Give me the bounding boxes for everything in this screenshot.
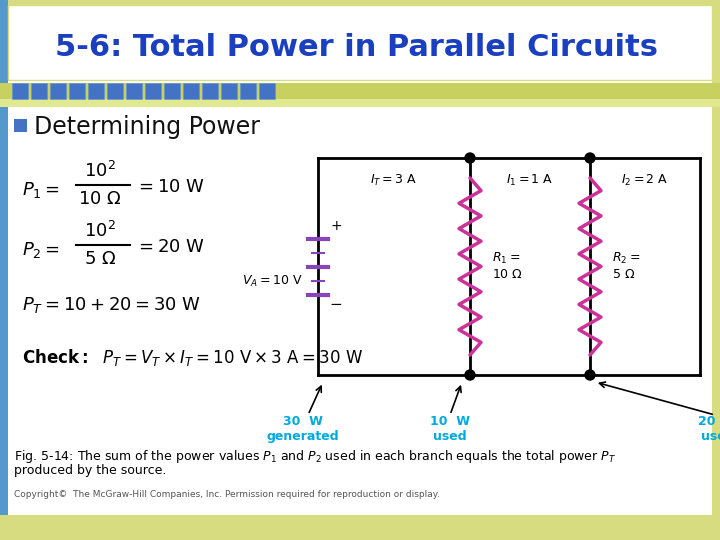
FancyBboxPatch shape [0, 99, 720, 107]
Text: $10^2$: $10^2$ [84, 221, 116, 241]
Text: $R_2 =$: $R_2 =$ [612, 251, 640, 266]
FancyBboxPatch shape [145, 83, 161, 99]
Circle shape [465, 153, 475, 163]
FancyBboxPatch shape [0, 83, 720, 103]
Text: $P_1 =$: $P_1 =$ [22, 180, 60, 200]
Text: $5\ \Omega$: $5\ \Omega$ [84, 250, 116, 268]
Text: Determining Power: Determining Power [34, 115, 260, 139]
FancyBboxPatch shape [126, 83, 142, 99]
Text: $= 10\ \mathrm{W}$: $= 10\ \mathrm{W}$ [135, 178, 205, 196]
Text: $I_T = 3\ \mathrm{A}$: $I_T = 3\ \mathrm{A}$ [370, 172, 418, 187]
FancyBboxPatch shape [50, 83, 66, 99]
FancyBboxPatch shape [259, 83, 275, 99]
Text: $I_2 = 2\ \mathrm{A}$: $I_2 = 2\ \mathrm{A}$ [621, 172, 669, 187]
Text: $P_2 =$: $P_2 =$ [22, 240, 60, 260]
FancyBboxPatch shape [14, 119, 27, 132]
Text: $5\ \Omega$: $5\ \Omega$ [612, 268, 635, 281]
Text: 10  W
used: 10 W used [430, 415, 470, 443]
Text: $10\ \Omega$: $10\ \Omega$ [78, 190, 122, 208]
FancyBboxPatch shape [202, 83, 218, 99]
Text: +: + [330, 219, 342, 233]
Circle shape [585, 370, 595, 380]
FancyBboxPatch shape [12, 83, 28, 99]
Text: $10^2$: $10^2$ [84, 161, 116, 181]
Text: $P_T = 10 + 20 = 30\ \mathrm{W}$: $P_T = 10 + 20 = 30\ \mathrm{W}$ [22, 295, 201, 315]
Text: 30  W
generated: 30 W generated [266, 415, 339, 443]
FancyBboxPatch shape [240, 83, 256, 99]
Text: 20  W
used: 20 W used [698, 415, 720, 443]
Text: $V_A = 10\ \mathrm{V}$: $V_A = 10\ \mathrm{V}$ [243, 274, 303, 289]
Text: 5-6: Total Power in Parallel Circuits: 5-6: Total Power in Parallel Circuits [55, 33, 658, 63]
Circle shape [465, 370, 475, 380]
FancyBboxPatch shape [88, 83, 104, 99]
Text: produced by the source.: produced by the source. [14, 464, 166, 477]
Text: $R_1 =$: $R_1 =$ [492, 251, 521, 266]
Circle shape [585, 153, 595, 163]
Text: −: − [330, 297, 343, 312]
Text: Copyright©  The McGraw-Hill Companies, Inc. Permission required for reproduction: Copyright© The McGraw-Hill Companies, In… [14, 490, 440, 499]
Text: $I_1 = 1\ \mathrm{A}$: $I_1 = 1\ \mathrm{A}$ [506, 172, 554, 187]
FancyBboxPatch shape [164, 83, 180, 99]
FancyBboxPatch shape [8, 5, 712, 535]
FancyBboxPatch shape [221, 83, 237, 99]
Text: Fig. 5-14: The sum of the power values $P_1$ and $P_2$ used in each branch equal: Fig. 5-14: The sum of the power values $… [14, 448, 616, 465]
FancyBboxPatch shape [69, 83, 85, 99]
FancyBboxPatch shape [8, 5, 712, 80]
FancyBboxPatch shape [31, 83, 47, 99]
Text: $10\ \Omega$: $10\ \Omega$ [492, 268, 523, 281]
Text: $= 20\ \mathrm{W}$: $= 20\ \mathrm{W}$ [135, 238, 205, 256]
FancyBboxPatch shape [107, 83, 123, 99]
FancyBboxPatch shape [712, 0, 720, 540]
FancyBboxPatch shape [0, 515, 720, 540]
FancyBboxPatch shape [0, 0, 8, 540]
FancyBboxPatch shape [183, 83, 199, 99]
Text: $\mathbf{Check:}\ \ P_T = V_T \times I_T = 10\ \mathrm{V} \times 3\ \mathrm{A} =: $\mathbf{Check:}\ \ P_T = V_T \times I_T… [22, 348, 363, 368]
